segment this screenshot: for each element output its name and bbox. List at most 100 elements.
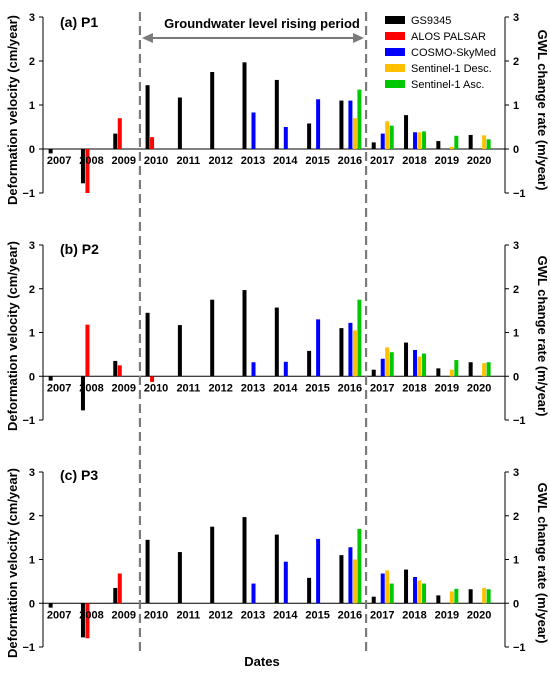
x-tick-label: 2016 <box>338 609 362 621</box>
legend-label: Sentinel-1 Desc. <box>411 63 492 75</box>
bar <box>380 573 385 604</box>
bar <box>436 368 441 377</box>
x-tick-label: 2013 <box>241 382 265 394</box>
y-tick-label: 3 <box>29 12 35 24</box>
bar <box>371 142 376 149</box>
bar <box>352 118 357 149</box>
x-tick-label: 2010 <box>144 155 168 167</box>
x-tick-label: 2011 <box>176 155 200 167</box>
panel-a: (a) P1 <box>60 14 98 30</box>
panel-title: (b) P2 <box>60 241 99 257</box>
bar <box>449 369 454 377</box>
x-tick-label: 2016 <box>338 155 362 167</box>
bar <box>454 360 459 377</box>
x-tick-label: 2011 <box>176 609 200 621</box>
bar <box>316 538 321 604</box>
bar <box>85 149 90 193</box>
x-tick-label: 2010 <box>144 609 168 621</box>
bar <box>380 133 385 149</box>
y-right-title: GWL change rate (m/year) <box>535 256 550 417</box>
bar <box>48 603 53 608</box>
bar <box>404 342 409 377</box>
period-arrowhead-right <box>353 33 365 43</box>
legend-label: ALOS PALSAR <box>411 31 486 43</box>
y2-tick-label: 3 <box>513 467 519 479</box>
bar <box>468 589 473 604</box>
y-left-title: Deformation velocity (cm/year) <box>5 468 20 658</box>
bar <box>307 577 312 604</box>
bar <box>48 376 53 381</box>
y-tick-label: 0 <box>29 371 35 383</box>
y-tick-label: −1 <box>22 188 35 200</box>
panel-title: (a) P1 <box>60 14 98 30</box>
x-tick-label: 2017 <box>370 609 394 621</box>
panel-plot-2: −1 0 1 2 3 −1 0 1 2 3 2007 2008 2009 2010 2011 2012 2013… <box>22 467 525 654</box>
bar <box>339 100 344 149</box>
bar <box>486 139 491 149</box>
bar <box>210 72 215 149</box>
legend-swatch <box>385 16 405 24</box>
bar <box>389 125 394 149</box>
bar <box>385 121 390 149</box>
bar <box>348 547 353 604</box>
bar <box>210 299 215 377</box>
y2-tick-label: 2 <box>513 284 519 296</box>
bar <box>404 115 409 149</box>
legend-swatch <box>385 64 405 72</box>
x-tick-label: 2007 <box>47 609 71 621</box>
y-tick-label: 2 <box>29 511 35 523</box>
x-tick-label: 2007 <box>47 382 71 394</box>
bar <box>283 361 288 377</box>
x-tick-label: 2008 <box>79 155 103 167</box>
period-label: Groundwater level rising period <box>164 16 360 31</box>
bar <box>482 135 487 149</box>
bar <box>486 362 491 377</box>
bar <box>468 362 473 377</box>
x-tick-label: 2020 <box>467 382 491 394</box>
bar <box>449 146 454 149</box>
bar <box>85 324 90 377</box>
bar <box>80 149 85 184</box>
bar <box>389 352 394 377</box>
bar <box>307 350 312 377</box>
panel-title: (c) P3 <box>60 467 98 483</box>
y2-tick-label: 1 <box>513 328 519 340</box>
bar <box>357 528 362 604</box>
bar <box>242 62 247 149</box>
bar <box>385 570 390 604</box>
bar <box>242 517 247 604</box>
x-tick-label: 2013 <box>241 609 265 621</box>
bar <box>454 588 459 604</box>
y2-tick-label: 0 <box>513 598 519 610</box>
y2-tick-label: 2 <box>513 511 519 523</box>
bar <box>177 97 182 149</box>
legend-swatch <box>385 48 405 56</box>
bar <box>371 596 376 604</box>
bar <box>150 137 155 149</box>
bar <box>145 539 150 604</box>
x-tick-label: 2012 <box>208 382 232 394</box>
x-tick-label: 2009 <box>112 155 136 167</box>
bar <box>48 149 53 154</box>
y-tick-label: −1 <box>22 642 35 654</box>
x-tick-label: 2019 <box>435 609 459 621</box>
panel-b: (b) P2 <box>60 241 99 257</box>
x-tick-label: 2008 <box>79 609 103 621</box>
y2-tick-label: 0 <box>513 371 519 383</box>
x-tick-label: 2014 <box>273 155 298 167</box>
legend-label: COSMO-SkyMed <box>411 47 496 59</box>
bar <box>352 559 357 604</box>
y-tick-label: 3 <box>29 240 35 252</box>
bar <box>371 369 376 377</box>
y2-tick-label: 3 <box>513 12 519 24</box>
y-left-title: Deformation velocity (cm/year) <box>5 241 20 431</box>
bar <box>177 552 182 604</box>
y2-tick-label: 2 <box>513 56 519 68</box>
y-right-title: GWL change rate (m/year) <box>535 30 550 191</box>
bar <box>339 328 344 377</box>
bar <box>482 587 487 604</box>
bar <box>357 299 362 377</box>
x-tick-label: 2011 <box>176 382 200 394</box>
bar <box>417 356 422 377</box>
bar <box>274 79 279 149</box>
